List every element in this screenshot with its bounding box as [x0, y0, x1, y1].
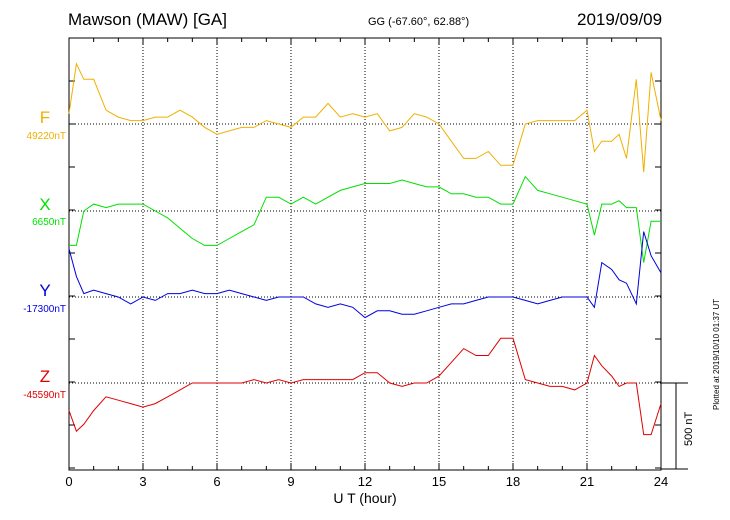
plotted-timestamp: Plotted at 2019/10/10 01:37 UT: [712, 298, 721, 410]
x-axis-label: U T (hour): [333, 490, 397, 506]
baseline-label-z: -45590nT: [23, 390, 66, 401]
series-line-z: [68, 337, 662, 436]
series-label-x: X: [39, 195, 51, 214]
x-tick-label: 3: [139, 474, 146, 489]
x-tick-label: 6: [213, 474, 220, 489]
station-title: Mawson (MAW) [GA]: [68, 10, 227, 29]
x-tick-label: 21: [580, 474, 594, 489]
series-label-f: F: [39, 108, 51, 127]
baseline-label-x: 6650nT: [32, 217, 66, 228]
x-tick-label: 18: [506, 474, 520, 489]
scale-bar-label: 500 nT: [683, 411, 695, 446]
x-tick-label: 0: [65, 474, 72, 489]
date-label: 2019/09/09: [577, 10, 663, 29]
x-tick-label: 12: [358, 474, 372, 489]
series-line-x: [69, 175, 661, 263]
series-line-y: [68, 231, 662, 319]
x-tick-label: 15: [432, 474, 446, 489]
series-label-z: Z: [39, 367, 51, 386]
geomagnetic-coordinates: GG (-67.60°, 62.88°): [368, 16, 470, 28]
baseline-label-y: -17300nT: [23, 304, 66, 315]
series-label-y: Y: [39, 281, 51, 300]
x-tick-label: 24: [654, 474, 668, 489]
x-tick-label: 9: [287, 474, 294, 489]
series-line-f: [68, 62, 662, 173]
baseline-label-f: 49220nT: [26, 131, 66, 142]
